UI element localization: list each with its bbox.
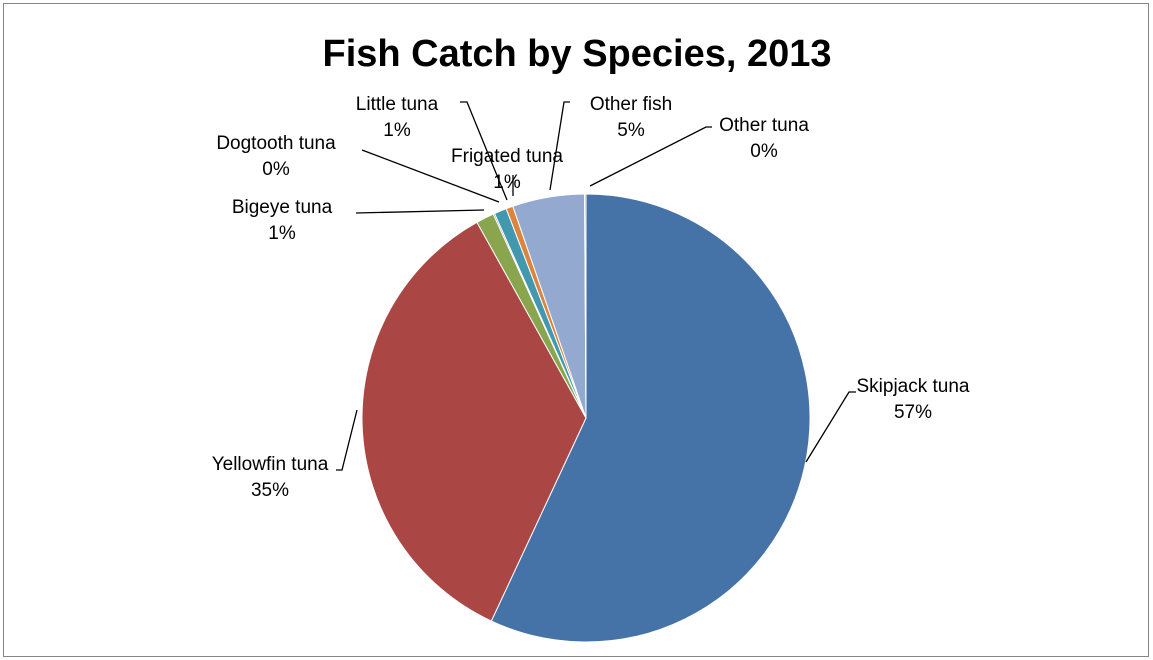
data-label-percent: 1% bbox=[493, 172, 521, 193]
data-label-category: Little tuna bbox=[356, 94, 439, 115]
leader-line bbox=[549, 101, 570, 191]
pie-slice-skipjack-tuna bbox=[490, 193, 811, 643]
leader-line bbox=[460, 101, 508, 201]
data-label-category: Frigated tuna bbox=[451, 146, 563, 167]
data-label-percent: 57% bbox=[894, 402, 932, 423]
leader-line bbox=[805, 391, 856, 463]
leader-line bbox=[589, 126, 712, 187]
leader-line bbox=[336, 409, 358, 471]
data-labels: Skipjack tuna 57% Yellowfin tuna 35% Bigeye … bbox=[212, 94, 970, 501]
chart-title: Fish Catch by Species, 2013 bbox=[322, 33, 831, 75]
leader-line bbox=[361, 149, 500, 203]
data-label-category: Other fish bbox=[590, 94, 672, 115]
data-label-category: Other tuna bbox=[719, 115, 809, 136]
data-label-percent: 0% bbox=[262, 159, 290, 180]
data-label-percent: 1% bbox=[383, 120, 411, 141]
pie-slices bbox=[361, 193, 811, 643]
leader-line bbox=[355, 209, 485, 214]
data-label-percent: 35% bbox=[251, 480, 289, 501]
leader-lines bbox=[336, 101, 856, 471]
pie-slice-other-tuna bbox=[584, 193, 587, 419]
data-label-percent: 5% bbox=[617, 120, 645, 141]
data-label-category: Skipjack tuna bbox=[856, 376, 969, 397]
data-label-category: Bigeye tuna bbox=[232, 197, 333, 218]
data-label-category: Dogtooth tuna bbox=[216, 133, 336, 154]
data-label-percent: 1% bbox=[268, 223, 296, 244]
data-label-category: Yellowfin tuna bbox=[212, 454, 329, 475]
pie-slice-yellowfin-tuna bbox=[361, 221, 587, 622]
data-label-percent: 0% bbox=[750, 141, 778, 162]
